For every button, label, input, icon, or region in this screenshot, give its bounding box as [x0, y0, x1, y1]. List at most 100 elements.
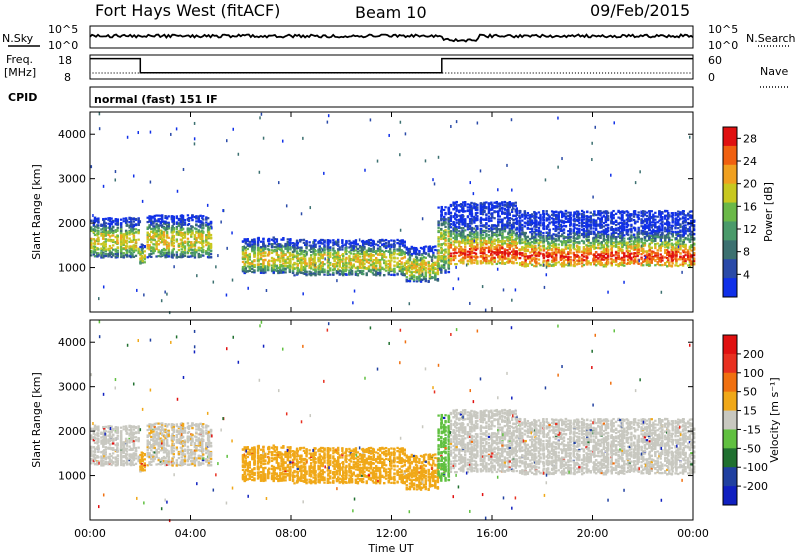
power-cell: [462, 233, 464, 235]
power-cell: [509, 252, 511, 254]
power-cell: [441, 222, 443, 224]
power-cell: [470, 210, 472, 212]
power-cell: [370, 248, 372, 250]
freq-tick-high: 18: [58, 54, 72, 67]
power-cell: [280, 248, 282, 250]
power-cell: [284, 265, 286, 267]
power-cell: [120, 250, 122, 252]
nave-label: Nave: [760, 65, 788, 78]
noise-tick-high: 10^5: [48, 23, 78, 36]
power-cell: [444, 231, 446, 233]
power-cell: [282, 245, 284, 247]
power-cell: [339, 270, 341, 272]
nave-point: [605, 72, 606, 73]
power-cell: [144, 250, 146, 252]
power-cell: [184, 235, 186, 237]
power-cell: [471, 228, 473, 230]
power-cell: [389, 248, 391, 250]
power-cell: [274, 259, 276, 261]
nave-point: [451, 72, 452, 73]
power-cell: [97, 224, 99, 226]
power-cell: [467, 239, 469, 241]
power-cell: [173, 218, 175, 220]
power-cell: [105, 255, 107, 257]
nave-point: [436, 72, 437, 73]
power-cell: [519, 226, 521, 228]
power-cell: [366, 243, 368, 245]
power-cell: [178, 245, 180, 247]
power-cell: [393, 264, 395, 266]
power-cell: [416, 253, 418, 255]
power-cell: [471, 259, 473, 261]
nave-point: [117, 72, 118, 73]
nave-point: [261, 72, 262, 73]
power-cell: [357, 254, 359, 256]
nave-point: [638, 72, 639, 73]
power-cell: [187, 214, 189, 216]
power-cell: [191, 249, 193, 251]
power-cell: [323, 253, 325, 255]
power-cell: [202, 225, 204, 227]
power-cell: [287, 265, 289, 267]
power-cell: [512, 240, 514, 242]
power-cell: [519, 252, 521, 254]
power-cell: [176, 238, 178, 240]
power-cell: [150, 250, 152, 252]
power-cell: [488, 211, 490, 213]
power-cell: [462, 261, 464, 263]
power-cell: [97, 239, 99, 241]
power-cell: [379, 250, 381, 252]
power-cell: [504, 201, 506, 203]
power-cell: [251, 263, 253, 265]
power-cell: [476, 204, 478, 206]
power-cell: [411, 266, 413, 268]
power-cell: [444, 248, 446, 250]
cpid-text: normal (fast) 151 IF: [94, 93, 218, 106]
power-cell: [519, 242, 521, 244]
nave-point: [174, 72, 175, 73]
power-cell: [491, 228, 493, 230]
power-cell: [441, 208, 443, 210]
nave-point: [319, 72, 320, 73]
power-cell: [467, 203, 469, 205]
power-cell: [370, 258, 372, 260]
power-cell: [509, 234, 511, 236]
power-cell: [205, 234, 207, 236]
power-cell: [359, 256, 361, 258]
power-cell: [260, 272, 262, 274]
power-cell: [450, 262, 452, 264]
power-cell: [467, 210, 469, 212]
power-cell: [282, 250, 284, 252]
power-cell: [293, 243, 295, 245]
power-cell: [123, 252, 125, 254]
power-cell: [323, 271, 325, 273]
power-cell: [393, 268, 395, 270]
power-cell: [450, 235, 452, 237]
power-cell: [396, 257, 398, 259]
power-cell: [373, 264, 375, 266]
power-cell: [274, 241, 276, 243]
power-cell: [97, 237, 99, 239]
power-cell: [488, 262, 490, 264]
power-cell: [333, 263, 335, 265]
nave-point: [665, 72, 666, 73]
power-cell: [284, 268, 286, 270]
power-cell: [471, 207, 473, 209]
nave-point: [415, 72, 416, 73]
power-cell: [271, 243, 273, 245]
power-cell: [427, 262, 429, 264]
nave-point: [367, 72, 368, 73]
power-cell: [210, 256, 212, 258]
power-cell: [202, 245, 204, 247]
nave-point: [593, 72, 594, 73]
power-cell: [499, 231, 501, 233]
power-cell: [509, 227, 511, 229]
power-cell: [357, 273, 359, 275]
power-cell: [126, 223, 128, 225]
nave-point: [328, 72, 329, 73]
power-cell: [396, 249, 398, 251]
power-cell: [251, 268, 253, 270]
power-cell: [305, 271, 307, 273]
power-cell: [499, 229, 501, 231]
power-cell: [105, 235, 107, 237]
